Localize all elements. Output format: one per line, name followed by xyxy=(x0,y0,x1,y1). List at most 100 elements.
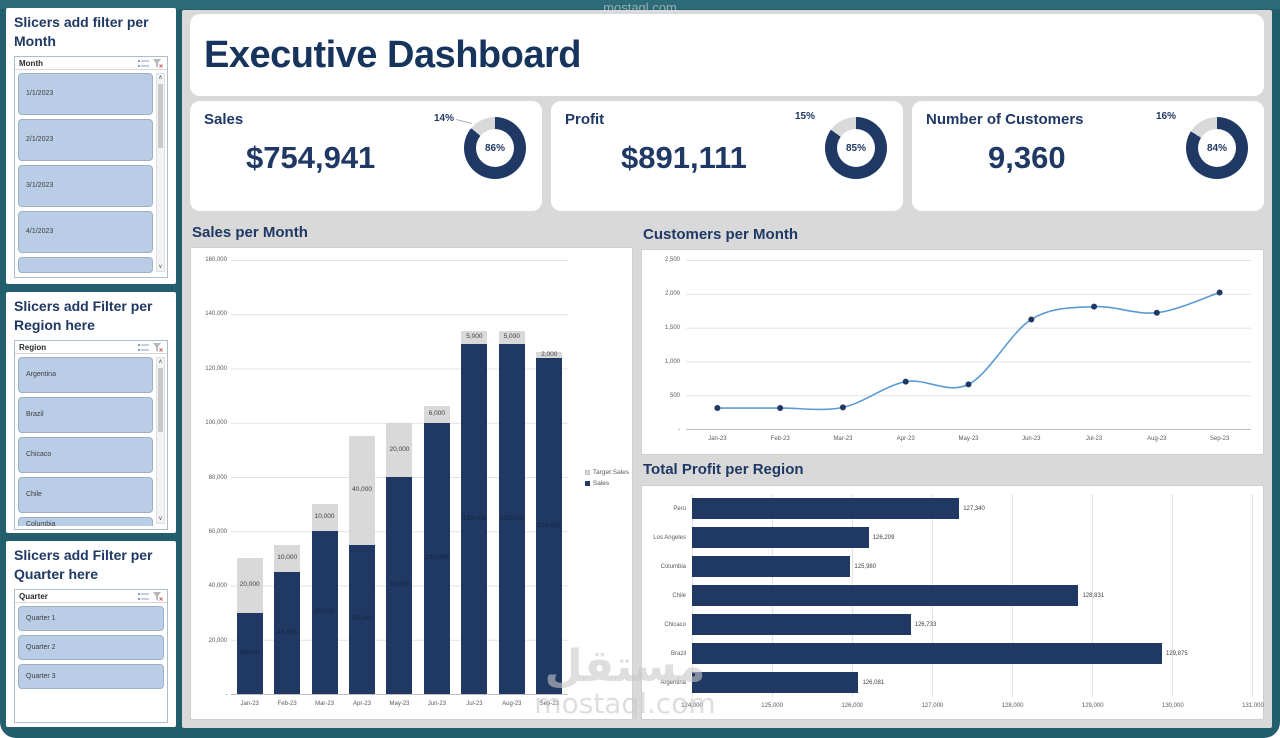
region-value-label: 127,340 xyxy=(963,505,985,512)
region-slicer: Region Argentina Brazil Chicaco Chile Columb… xyxy=(14,339,168,530)
sales-legend: Target Sales Sales xyxy=(584,469,629,491)
bar-segment-sales: 30,000 xyxy=(236,612,263,694)
region-slicer-panel: Slicers add Filter per Region here Regio… xyxy=(6,292,176,533)
scrollbar-thumb[interactable] xyxy=(158,83,163,148)
month-slicer: Month 1/1/2023 2/1/2023 3/1/2023 4/1/2023 ∧… xyxy=(14,55,168,278)
dashboard-main-area: Executive Dashboard Sales $754,941 14% 8… xyxy=(182,10,1272,728)
region-bar xyxy=(692,556,851,577)
bar-segment-sales: 129,000 xyxy=(498,344,525,694)
slicer-item-partial[interactable]: Columbia xyxy=(18,516,153,526)
bar-segment-sales: 55,000 xyxy=(349,544,376,694)
target-sales-swatch xyxy=(584,470,590,476)
customers-chart-title: Customers per Month xyxy=(643,226,799,243)
customers-donut-chart: 84% xyxy=(1186,117,1248,179)
bar-column: 5,000 129,000 xyxy=(493,260,530,694)
bar-column: 6,000 100,000 xyxy=(418,260,455,694)
slicer-item[interactable]: 1/1/2023 xyxy=(18,72,153,115)
y-tick-label: 40,000 xyxy=(208,583,227,590)
slicer-item[interactable]: Argentina xyxy=(18,356,153,393)
slicer-item[interactable]: Quarter 2 xyxy=(18,634,164,660)
multi-select-icon[interactable] xyxy=(138,59,149,68)
scroll-up-icon[interactable]: ∧ xyxy=(158,358,163,365)
clear-filter-icon[interactable] xyxy=(153,342,163,352)
legend-entry-sales: Sales xyxy=(584,480,629,487)
y-tick-label: 2,500 xyxy=(664,257,680,263)
bar-segment-sales: 45,000 xyxy=(274,571,301,694)
region-category-label: Peru xyxy=(673,505,686,512)
slicer-item[interactable]: Chicaco xyxy=(18,436,153,473)
bar-column: 5,000 129,000 xyxy=(456,260,493,694)
region-bar-row: Chile 128,831 xyxy=(672,585,1252,606)
region-value-label: 126,081 xyxy=(862,679,885,686)
slicer-item[interactable]: Brazil xyxy=(18,396,153,433)
region-slicer-body: Argentina Brazil Chicaco Chile Columbia ∧ ∨ xyxy=(15,354,167,526)
month-slicer-header: Month xyxy=(15,57,167,70)
bar-column: 40,000 55,000 xyxy=(343,260,380,694)
month-slicer-panel: Slicers add filter per Month Month 1/1/2… xyxy=(6,8,176,284)
bar-segment-target-sales: 10,000 xyxy=(274,544,301,572)
region-bar xyxy=(692,672,859,693)
quarter-slicer-body: Quarter 1 Quarter 2 Quarter 3 xyxy=(15,603,167,719)
y-tick-label: 2,000 xyxy=(664,291,680,297)
kpi-value: $754,941 xyxy=(246,140,376,175)
region-bar xyxy=(692,643,1162,664)
x-tick-label: Jun-23 xyxy=(427,701,447,707)
scroll-down-icon[interactable]: ∨ xyxy=(158,263,163,270)
quarter-slicer-panel: Slicers add Filter per Quarter here Quar… xyxy=(6,541,176,727)
bar-segment-target-sales: 20,000 xyxy=(386,422,413,477)
region-bar xyxy=(692,498,960,519)
y-tick-label: 1,500 xyxy=(664,325,680,331)
clear-filter-icon[interactable] xyxy=(153,58,163,68)
scroll-down-icon[interactable]: ∨ xyxy=(158,515,163,522)
region-category-label: Los Angeles xyxy=(653,534,686,541)
month-slicer-scrollbar[interactable]: ∧ ∨ xyxy=(156,72,165,272)
line-marker xyxy=(839,404,846,411)
bar-column: 20,000 30,000 xyxy=(231,260,268,694)
x-tick-label: Apr-23 xyxy=(896,436,915,442)
quarter-panel-title: Slicers add Filter per Quarter here xyxy=(14,547,153,583)
sales-x-axis: Jan-23 Feb-23 Mar-23 Apr-23 May-23 Jun-23 Jul-… xyxy=(231,701,568,713)
line-marker xyxy=(902,378,909,385)
line-marker xyxy=(1091,303,1098,310)
region-value-label: 128,831 xyxy=(1082,592,1105,599)
slicer-item[interactable]: 4/1/2023 xyxy=(18,210,153,253)
x-tick-label: Feb-23 xyxy=(770,436,790,442)
y-tick-label: 120,000 xyxy=(205,365,227,372)
sales-per-month-chart: 160,000 140,000 120,000 100,000 80,000 60,000… xyxy=(190,247,633,720)
slicer-item[interactable]: 3/1/2023 xyxy=(18,164,153,207)
region-bar xyxy=(692,585,1079,606)
scrollbar-thumb[interactable] xyxy=(158,367,163,432)
region-bar-row: Chicaco 126,733 xyxy=(664,614,1252,635)
y-tick-label: 160,000 xyxy=(205,257,227,263)
kpi-card-customers: Number of Customers 9,360 16% 84% xyxy=(912,101,1264,211)
slicer-item[interactable]: Quarter 1 xyxy=(18,605,164,631)
target-sales-data-label: 2,000 xyxy=(541,350,558,358)
multi-select-icon[interactable] xyxy=(138,592,149,601)
line-marker xyxy=(777,405,784,412)
region-category-label: Columbia xyxy=(660,563,686,570)
slicer-item[interactable]: Chile xyxy=(18,476,153,513)
donut-outer-label: 14% xyxy=(433,113,454,124)
region-slicer-scrollbar[interactable]: ∧ ∨ xyxy=(156,356,165,524)
x-tick-label: May-23 xyxy=(958,436,979,442)
stacked-bar: 10,000 45,000 xyxy=(274,260,301,694)
kpi-card-profit: Profit $891,111 15% 85% xyxy=(551,101,903,211)
bar-segment-sales: 129,000 xyxy=(461,344,488,694)
dashboard-title-card: Executive Dashboard xyxy=(190,14,1264,96)
region-panel-title: Slicers add Filter per Region here xyxy=(14,298,153,334)
sales-chart-title: Sales per Month xyxy=(192,224,308,241)
sales-donut-chart: 86% xyxy=(464,117,526,179)
multi-select-icon[interactable] xyxy=(138,343,149,352)
x-tick-label: 131,000 xyxy=(1242,703,1264,709)
slicer-item[interactable]: 2/1/2023 xyxy=(18,118,153,161)
scroll-up-icon[interactable]: ∧ xyxy=(158,74,163,81)
clear-filter-icon[interactable] xyxy=(153,591,163,601)
x-tick-label: Mar-23 xyxy=(315,701,335,707)
slicer-item[interactable]: Quarter 3 xyxy=(18,663,164,689)
slicer-item-partial[interactable] xyxy=(18,256,153,273)
bar-segment-target-sales: 5,000 xyxy=(461,330,488,345)
region-category-label: Chile xyxy=(672,592,686,599)
sales-y-axis: 160,000 140,000 120,000 100,000 80,000 60,000… xyxy=(195,257,227,698)
bar-column: 10,000 60,000 xyxy=(306,260,343,694)
